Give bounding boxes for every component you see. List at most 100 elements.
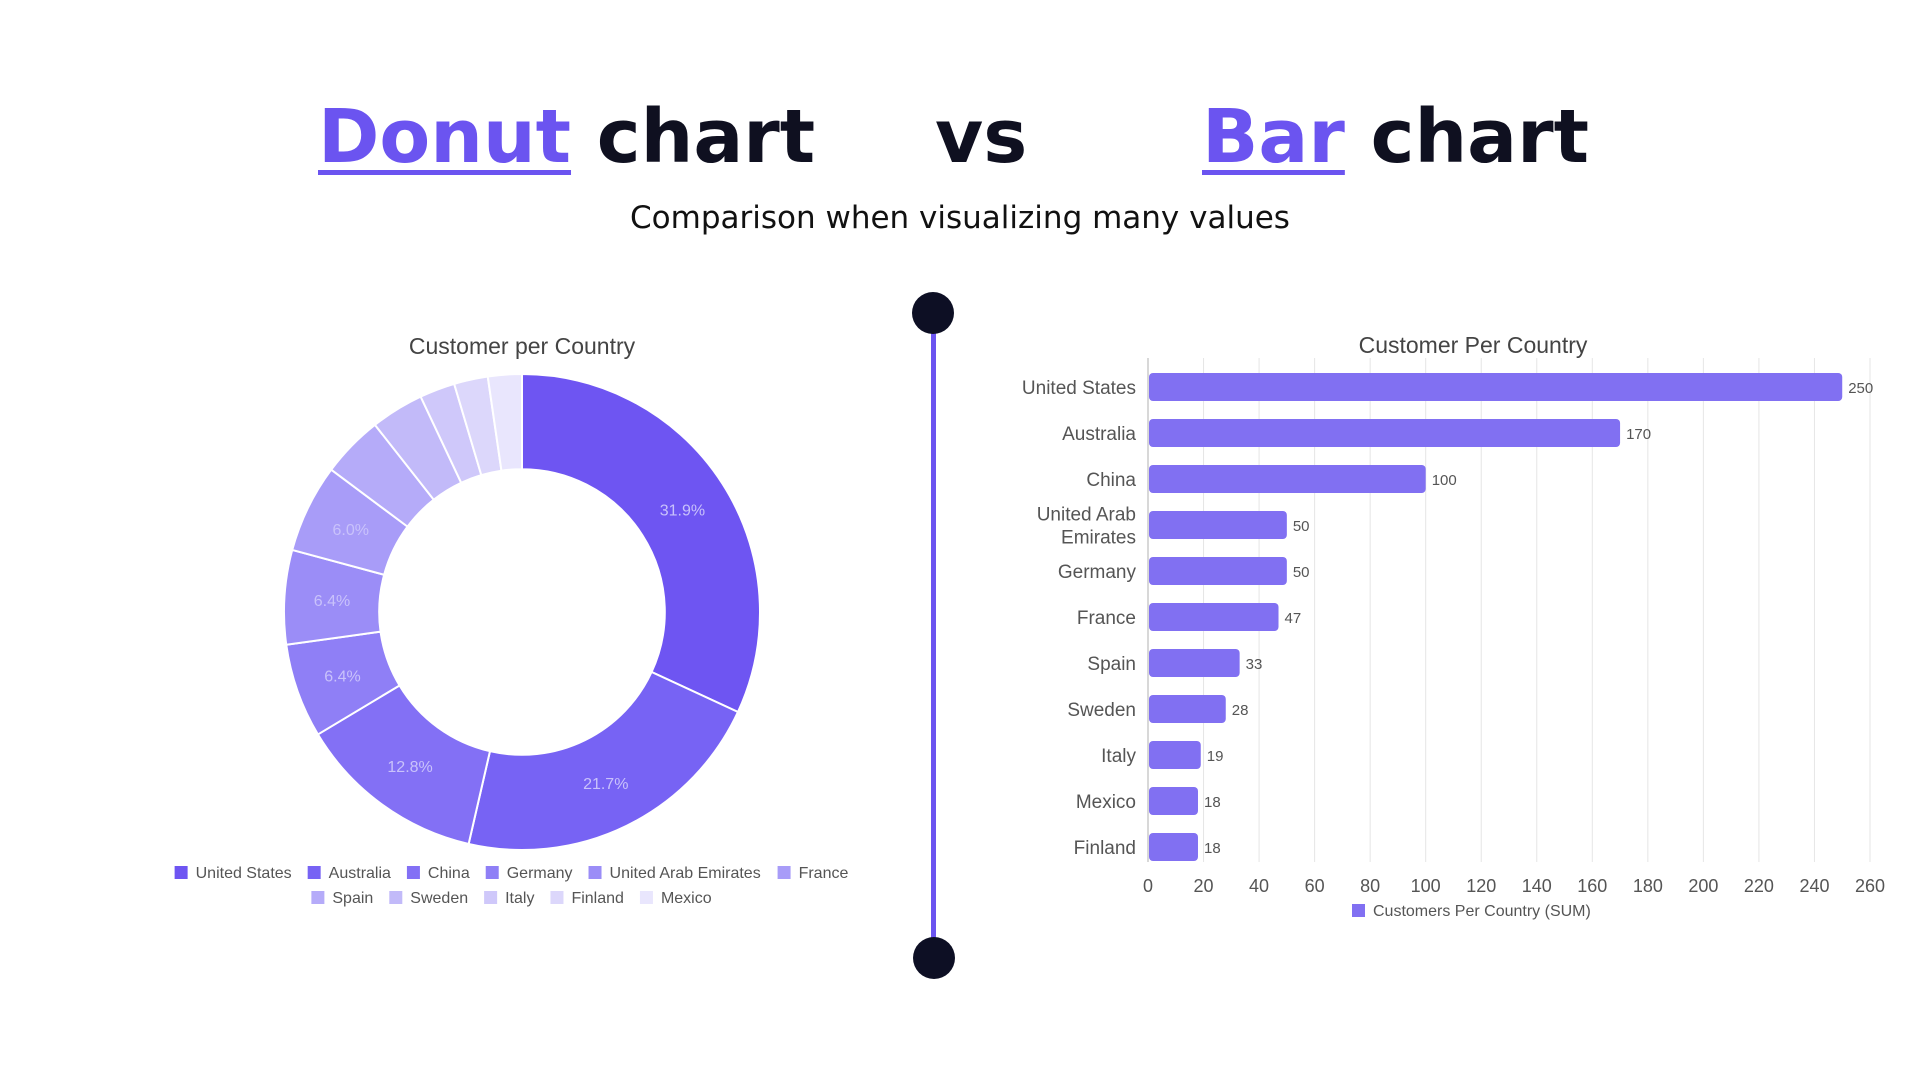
- donut-data-label-united-arab-emirates: 6.4%: [314, 593, 350, 610]
- bar-italy: [1149, 741, 1201, 769]
- bar-x-tick-80: 80: [1360, 876, 1380, 896]
- donut-legend-label-germany: Germany: [507, 865, 573, 882]
- vs-heading: vs: [935, 94, 1028, 180]
- bar-value-label-italy: 19: [1207, 748, 1224, 765]
- donut-legend-item-united-arab-emirates: United Arab Emirates: [588, 865, 761, 882]
- donut-legend-item-italy: Italy: [484, 890, 534, 907]
- donut-legend-swatch-mexico: [639, 891, 653, 904]
- donut-legend-swatch-france: [777, 866, 791, 879]
- donut-legend-item-mexico: Mexico: [639, 890, 712, 907]
- bar-france: [1149, 603, 1279, 631]
- bar-value-label-sweden: 28: [1232, 702, 1249, 719]
- donut-legend-label-france: France: [799, 865, 849, 882]
- donut-legend-label-china: China: [428, 865, 470, 882]
- donut-legend-label-mexico: Mexico: [661, 890, 712, 907]
- bar-category-label-sweden: Sweden: [1067, 700, 1136, 721]
- donut-data-label-germany: 6.4%: [324, 668, 360, 685]
- bar-sweden: [1149, 695, 1226, 723]
- bar-x-tick-60: 60: [1305, 876, 1325, 896]
- bar-category-label-united-states: United States: [1022, 378, 1136, 399]
- bar-x-tick-120: 120: [1466, 876, 1496, 896]
- bar-category-label-spain: Spain: [1087, 654, 1136, 675]
- bar-x-tick-100: 100: [1411, 876, 1441, 896]
- donut-chart: Customer per Country 31.9% 21.7% 12.8% 6.4% 6…: [174, 333, 849, 907]
- bar-x-tick-180: 180: [1633, 876, 1663, 896]
- donut-legend-swatch-italy: [484, 891, 498, 904]
- divider-top-dot: [912, 292, 954, 334]
- bar-chart-title: Customer Per Country: [1359, 332, 1588, 358]
- donut-chart-title: Customer per Country: [409, 333, 636, 359]
- donut-legend-swatch-united-states: [174, 866, 188, 879]
- bar-category-label-australia: Australia: [1062, 424, 1136, 445]
- bar-united-states: [1149, 373, 1843, 401]
- bar-value-label-finland: 18: [1204, 840, 1221, 857]
- bar-united-arab-emirates: [1149, 511, 1287, 539]
- headline: Donut chart vs Bar chart: [0, 92, 1920, 182]
- bar-category-label-italy: Italy: [1101, 746, 1136, 767]
- donut-legend-item-germany: Germany: [485, 865, 573, 882]
- donut-data-label-china: 12.8%: [387, 759, 432, 776]
- bar-mexico: [1149, 787, 1198, 815]
- donut-legend-label-italy: Italy: [505, 890, 534, 907]
- bar-legend-swatch: [1352, 904, 1365, 917]
- bar-category-label-germany: Germany: [1058, 562, 1137, 583]
- donut-legend-swatch-australia: [307, 866, 321, 879]
- donut-legend: United States Australia China Germany United…: [174, 865, 849, 907]
- donut-legend-item-france: France: [777, 865, 849, 882]
- bar-x-tick-220: 220: [1744, 876, 1774, 896]
- bar-x-tick-160: 160: [1577, 876, 1607, 896]
- page-subtitle: Comparison when visualizing many values: [630, 200, 1290, 236]
- bar-value-label-spain: 33: [1246, 656, 1263, 673]
- bar-value-label-united-arab-emirates: 50: [1293, 518, 1310, 535]
- bar-x-tick-200: 200: [1688, 876, 1718, 896]
- donut-legend-swatch-sweden: [389, 891, 403, 904]
- donut-legend-swatch-finland: [550, 891, 564, 904]
- donut-slice-mexico: [486, 372, 523, 472]
- bar-finland: [1149, 833, 1198, 861]
- bar-chart: Customer Per Country 0 20 40 60 80 100 120 140 16…: [1022, 332, 1885, 920]
- donut-heading-rest: chart: [571, 94, 816, 180]
- bar-china: [1149, 465, 1426, 493]
- donut-legend-item-spain: Spain: [311, 890, 373, 907]
- donut-data-label-australia: 21.7%: [583, 776, 628, 793]
- donut-legend-swatch-germany: [485, 866, 499, 879]
- bar-value-label-france: 47: [1285, 610, 1302, 627]
- donut-legend-label-sweden: Sweden: [410, 890, 468, 907]
- bar-x-tick-260: 260: [1855, 876, 1885, 896]
- donut-legend-swatch-united-arab-emirates: [588, 866, 602, 879]
- donut-legend-item-australia: Australia: [307, 865, 391, 882]
- donut-data-label-united-states: 31.9%: [660, 502, 705, 519]
- donut-legend-label-finland: Finland: [571, 890, 623, 907]
- bar-category-label-france: France: [1077, 608, 1136, 629]
- donut-heading-accent: Donut: [318, 94, 572, 180]
- donut-legend-item-united-states: United States: [174, 865, 292, 882]
- divider-bottom-dot: [913, 937, 955, 979]
- donut-legend-swatch-china: [406, 866, 420, 879]
- bar-value-label-china: 100: [1432, 472, 1457, 489]
- bar-category-label-china: China: [1086, 470, 1136, 491]
- bar-value-label-germany: 50: [1293, 564, 1310, 581]
- bar-x-tick-40: 40: [1249, 876, 1269, 896]
- donut-legend-label-spain: Spain: [332, 890, 373, 907]
- bar-value-label-australia: 170: [1626, 426, 1651, 443]
- donut-legend-label-australia: Australia: [329, 865, 391, 882]
- bar-germany: [1149, 557, 1287, 585]
- bar-x-tick-20: 20: [1194, 876, 1214, 896]
- bar-x-tick-240: 240: [1799, 876, 1829, 896]
- bar-x-tick-140: 140: [1522, 876, 1552, 896]
- bar-x-tick-0: 0: [1143, 876, 1153, 896]
- donut-legend-swatch-spain: [311, 891, 325, 904]
- donut-slice-australia: [467, 670, 740, 851]
- bar-chart-heading: Bar chart: [1202, 92, 1589, 182]
- bar-spain: [1149, 649, 1240, 677]
- bar-category-label-mexico: Mexico: [1076, 792, 1136, 813]
- bar-value-label-mexico: 18: [1204, 794, 1221, 811]
- donut-legend-label-united-states: United States: [196, 865, 292, 882]
- donut-chart-heading: Donut chart: [318, 92, 815, 182]
- vertical-divider: [931, 313, 936, 958]
- bar-legend-label: Customers Per Country (SUM): [1373, 903, 1591, 920]
- donut-slice-united-states: [521, 372, 761, 714]
- bar-heading-accent: Bar: [1202, 94, 1345, 180]
- bar-category-label-united-arab-emirates: United Arab Emirates: [1037, 505, 1136, 549]
- donut-legend-label-united-arab-emirates: United Arab Emirates: [610, 865, 761, 882]
